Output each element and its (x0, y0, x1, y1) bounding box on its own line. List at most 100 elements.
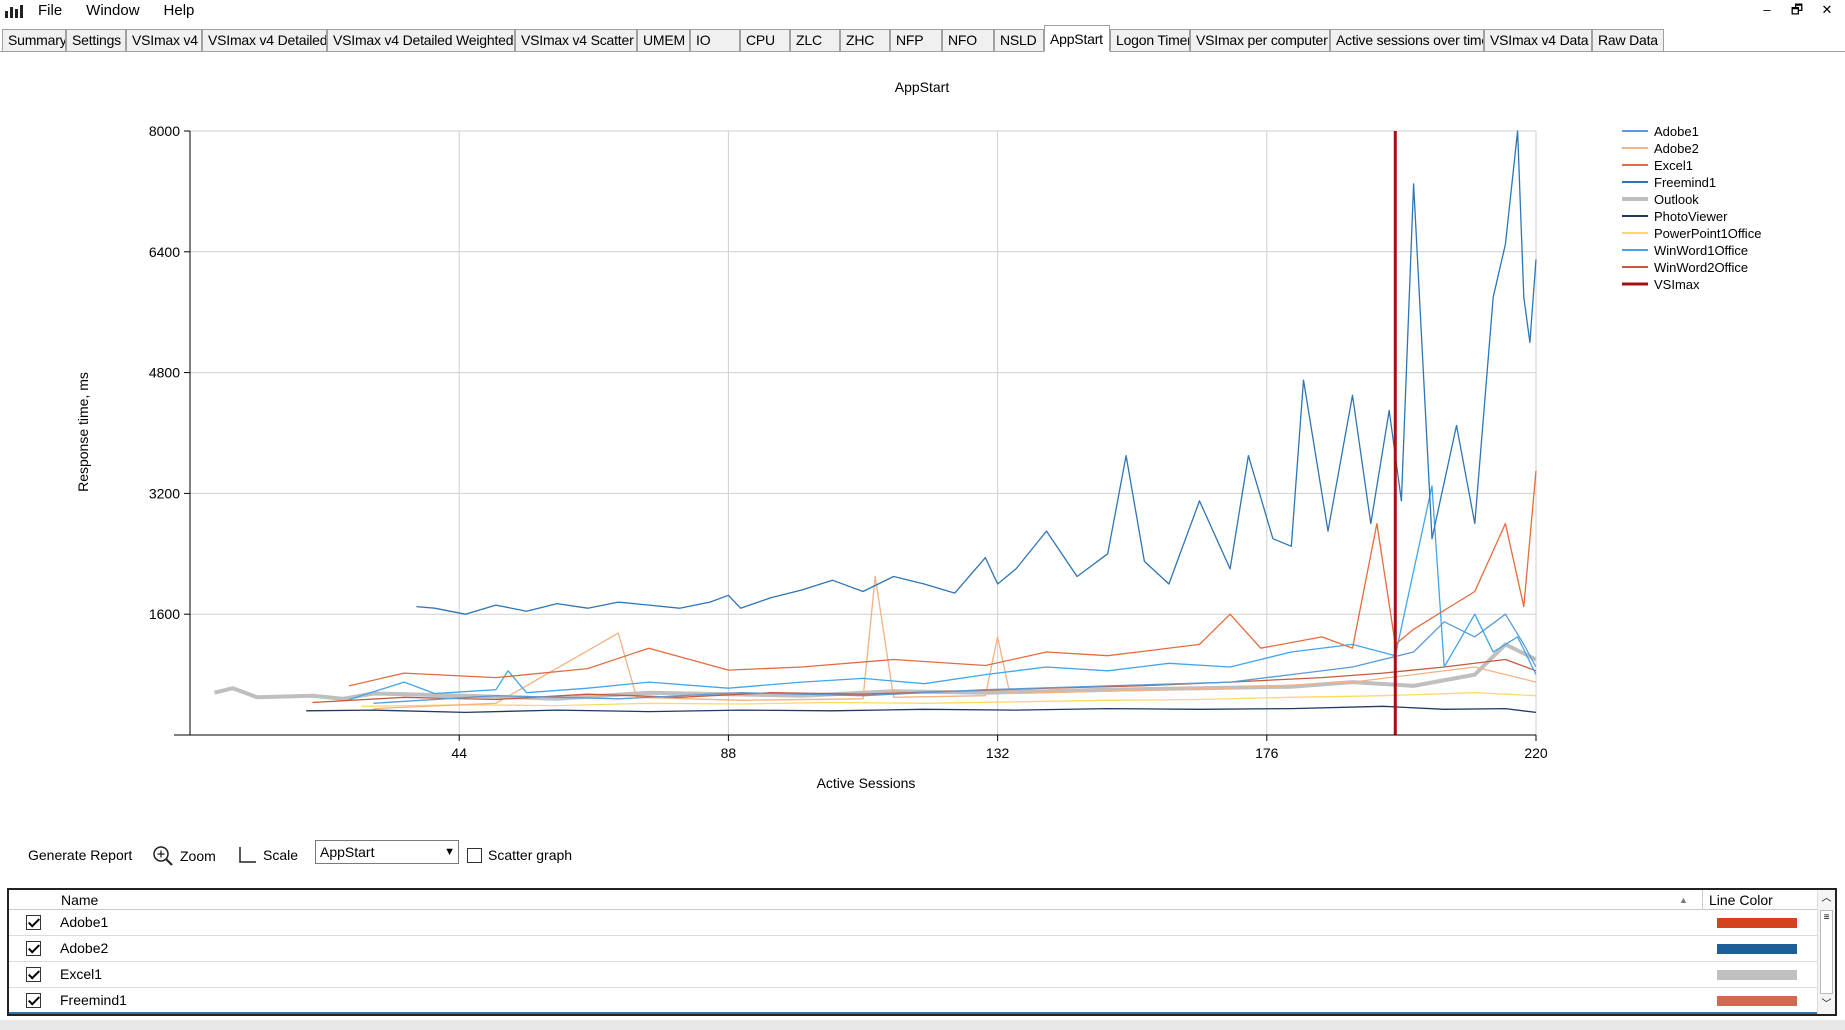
legend-label: PhotoViewer (1654, 209, 1728, 224)
line-color-swatch[interactable] (1717, 970, 1797, 980)
tab-vsimax-v4-detailed[interactable]: VSImax v4 Detailed (202, 29, 327, 51)
zoom-icon (153, 846, 173, 866)
generate-report-button[interactable]: Generate Report (28, 845, 132, 865)
x-tick-label: 88 (721, 745, 737, 761)
menu-window[interactable]: Window (86, 2, 140, 19)
x-axis-label: Active Sessions (817, 775, 916, 791)
metric-select-value: AppStart (320, 844, 375, 860)
tab-vsimax-v4-data[interactable]: VSImax v4 Data (1484, 29, 1592, 51)
series-line-adobe2 (373, 575, 1537, 710)
x-tick-label: 44 (451, 745, 467, 761)
line-color-swatch[interactable] (1717, 918, 1797, 928)
tab-cpu[interactable]: CPU (740, 29, 790, 51)
legend-label: Excel1 (1654, 158, 1693, 173)
metric-select[interactable]: AppStart ▼ (315, 840, 459, 864)
scatter-graph-toggle[interactable]: Scatter graph (467, 845, 572, 865)
y-tick-label: 8000 (149, 123, 180, 139)
scroll-up-icon[interactable]: ︿ (1821, 893, 1832, 904)
window-controls: – 🗗 ✕ (1759, 0, 1835, 20)
legend-label: Freemind1 (1654, 175, 1716, 190)
tab-umem[interactable]: UMEM (637, 29, 690, 51)
line-color-swatch[interactable] (1717, 996, 1797, 1006)
series-line-adobe1 (373, 613, 1537, 704)
app-chart-icon (0, 0, 26, 22)
minimize-icon[interactable]: – (1763, 2, 1771, 17)
tab-io[interactable]: IO (690, 29, 740, 51)
legend-label: VSImax (1654, 277, 1700, 292)
scatter-graph-checkbox[interactable] (467, 847, 482, 863)
series-line-photoviewer (306, 705, 1537, 714)
series-line-outlook (214, 642, 1537, 701)
menu-bar: File Window Help – 🗗 ✕ (0, 0, 1845, 22)
y-tick-label: 3200 (149, 485, 180, 501)
tab-summary[interactable]: Summary (2, 29, 66, 51)
grid-row-adobe1[interactable]: Adobe1 (9, 910, 1835, 936)
close-icon[interactable]: ✕ (1821, 2, 1833, 17)
series-grid: Name ▲ Line Color Adobe1 Adobe2 Excel1 F… (7, 888, 1837, 1016)
chevron-down-icon: ▼ (444, 846, 455, 858)
generate-report-label: Generate Report (28, 847, 133, 863)
row-name: Adobe2 (60, 940, 109, 956)
chart-grid (190, 130, 1537, 735)
restore-icon[interactable]: 🗗 (1790, 2, 1804, 17)
x-tick-label: 176 (1255, 745, 1279, 761)
tab-zlc[interactable]: ZLC (790, 29, 840, 51)
scroll-thumb[interactable]: ≡ (1820, 910, 1833, 994)
y-tick-label: 6400 (149, 244, 180, 260)
appstart-line-chart: AppStart 44 88 132 176 220 1600 3200 4800 6400 80… (75, 79, 1761, 791)
legend-label: Adobe2 (1654, 141, 1699, 156)
legend-label: PowerPoint1Office (1654, 226, 1761, 241)
tab-appstart[interactable]: AppStart (1044, 25, 1110, 52)
tab-logon-timer[interactable]: Logon Timer (1110, 29, 1190, 51)
row-visible-checkbox[interactable] (26, 993, 41, 1008)
chart-title: AppStart (895, 79, 950, 95)
tab-vsimax-per-computer[interactable]: VSImax per computer (1190, 29, 1330, 51)
legend-label: Outlook (1654, 192, 1699, 207)
tab-active-sessions-over-time[interactable]: Active sessions over time (1330, 29, 1484, 51)
tab-nsld[interactable]: NSLD (994, 29, 1044, 51)
x-tick-label: 132 (986, 745, 1010, 761)
menu-file[interactable]: File (38, 2, 63, 19)
chart-legend: Adobe1 Adobe2 Excel1 Freemind1 Outlook PhotoV… (1622, 124, 1761, 292)
row-visible-checkbox[interactable] (26, 941, 41, 956)
chart-axes: 44 88 132 176 220 1600 3200 4800 6400 8000 (149, 123, 1548, 761)
row-name: Excel1 (60, 966, 103, 982)
y-tick-label: 4800 (149, 365, 180, 381)
y-tick-label: 1600 (149, 606, 180, 622)
grid-row-freemind1[interactable]: Freemind1 (9, 988, 1835, 1014)
series-line-freemind1 (416, 130, 1537, 615)
grid-vertical-scrollbar[interactable]: ︿ ≡ ﹀ (1817, 890, 1835, 1014)
chart-toolbar: Generate Report Zoom Scale AppStart ▼ Sc… (0, 840, 1845, 870)
tab-strip: Summary Settings VSImax v4 VSImax v4 Det… (0, 25, 1845, 52)
tab-vsimax-v4-scatter[interactable]: VSImax v4 Scatter (515, 29, 637, 51)
tab-vsimax-v4[interactable]: VSImax v4 (126, 29, 202, 51)
tab-raw-data[interactable]: Raw Data (1592, 29, 1664, 51)
y-axis-label: Response time, ms (75, 372, 91, 492)
line-color-swatch[interactable] (1717, 944, 1797, 954)
window-bottom-edge (0, 1020, 1845, 1030)
grid-row-adobe2[interactable]: Adobe2 (9, 936, 1835, 962)
column-name-header[interactable]: Name (61, 892, 99, 908)
scale-label: Scale (263, 847, 299, 863)
grid-header: Name ▲ Line Color (9, 890, 1835, 910)
legend-label: Adobe1 (1654, 124, 1699, 139)
series-line-winword1office (348, 485, 1537, 701)
x-tick-label: 220 (1524, 745, 1548, 761)
tab-settings[interactable]: Settings (66, 29, 126, 51)
series-line-excel1 (348, 470, 1537, 687)
grid-row-excel1[interactable]: Excel1 (9, 962, 1835, 988)
zoom-button[interactable]: Zoom (152, 845, 216, 867)
chart-series (214, 130, 1537, 735)
sort-ascending-icon: ▲ (1679, 895, 1688, 905)
row-visible-checkbox[interactable] (26, 967, 41, 982)
column-line-color-header[interactable]: Line Color (1702, 890, 1773, 910)
tab-vsimax-v4-detailed-weighted[interactable]: VSImax v4 Detailed Weighted (327, 29, 515, 51)
legend-label: WinWord1Office (1654, 243, 1748, 258)
tab-nfo[interactable]: NFO (942, 29, 994, 51)
row-visible-checkbox[interactable] (26, 915, 41, 930)
scale-button[interactable]: Scale (237, 845, 298, 865)
tab-nfp[interactable]: NFP (890, 29, 942, 51)
scroll-down-icon[interactable]: ﹀ (1821, 999, 1832, 1010)
tab-zhc[interactable]: ZHC (840, 29, 890, 51)
menu-help[interactable]: Help (163, 2, 195, 19)
